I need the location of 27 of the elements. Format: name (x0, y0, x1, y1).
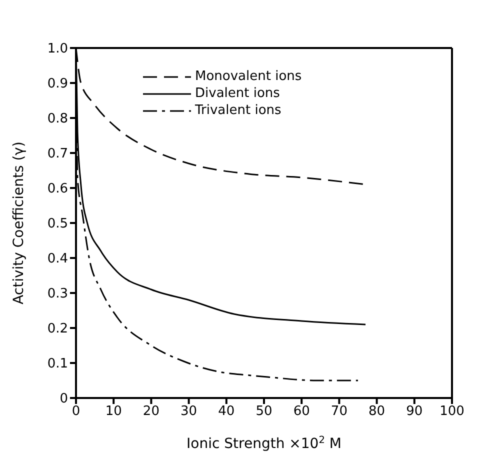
y-tick-label: 0.9 (47, 76, 68, 92)
x-tick-label: 30 (180, 404, 198, 420)
x-tick-label: 80 (368, 404, 386, 420)
legend-label: Trivalent ions (195, 103, 282, 118)
x-tick-label: 100 (440, 404, 464, 420)
y-tick-label: 1.0 (47, 42, 68, 57)
legend-label: Divalent ions (195, 86, 280, 101)
y-tick-label: 0.1 (47, 356, 68, 372)
y-tick-label: 0.5 (47, 216, 68, 232)
x-tick-label: 40 (218, 404, 235, 420)
x-tick-label: 60 (293, 404, 310, 420)
x-axis-title: Ionic Strength ×10$^{2}$ M (186, 434, 342, 452)
x-tick-label: 10 (105, 404, 122, 420)
legend-label: Monovalent ions (195, 69, 302, 84)
y-tick-label: 0.8 (47, 112, 68, 127)
x-tick-label: 90 (406, 404, 423, 420)
y-tick-label: 0 (60, 392, 68, 407)
x-tick-label: 50 (256, 404, 272, 420)
y-tick-label: 0.6 (47, 182, 68, 197)
y-tick-label: 0.2 (47, 322, 68, 337)
x-tick-label: 0 (72, 404, 80, 420)
y-tick-label: 0.4 (47, 252, 68, 267)
y-tick-label: 0.7 (47, 146, 68, 162)
y-tick-label: 0.3 (47, 286, 68, 302)
y-axis-title: Activity Coefficients (γ) (10, 142, 27, 304)
x-tick-label: 20 (142, 404, 160, 420)
x-tick-label: 70 (330, 404, 348, 420)
